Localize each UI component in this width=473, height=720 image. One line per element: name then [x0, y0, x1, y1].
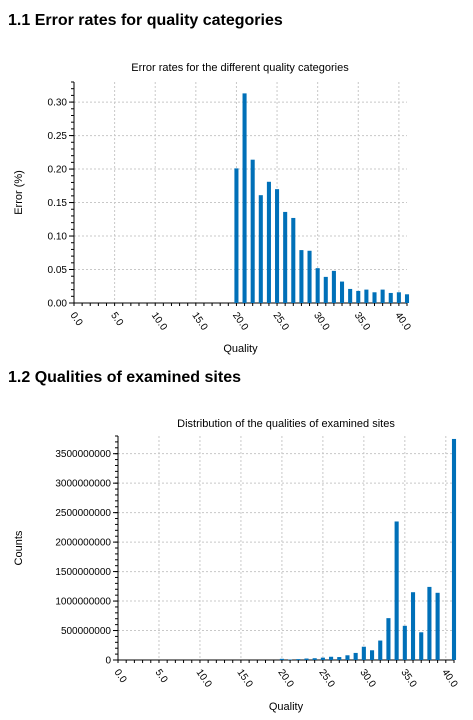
bar [345, 655, 350, 660]
x-tick-label: 20.0 [275, 667, 295, 690]
y-tick-label: 0.15 [48, 198, 68, 209]
bar [299, 250, 304, 303]
y-tick-label: 0.20 [48, 165, 68, 176]
bar [266, 181, 271, 303]
bar [402, 625, 407, 660]
x-tick-label: 40.0 [392, 310, 412, 333]
y-tick-label: 0.10 [48, 232, 68, 243]
y-axis-label: Error (%) [13, 170, 25, 215]
bar [410, 592, 416, 660]
bar [394, 521, 399, 660]
bar [451, 438, 457, 660]
y-tick-label: 0.30 [48, 98, 68, 109]
y-tick-label: 3000000000 [55, 479, 111, 490]
bar [320, 657, 325, 660]
bar [364, 289, 369, 303]
x-tick-label: 25.0 [316, 667, 336, 690]
section-heading-error-rates: 1.1 Error rates for quality categories [8, 12, 283, 29]
bar [291, 217, 296, 303]
x-tick-label: 20.0 [230, 310, 250, 333]
y-axis-label: Counts [13, 530, 25, 565]
bar [275, 189, 280, 303]
y-tick-label: 2000000000 [55, 538, 111, 549]
x-tick-label: 5.0 [108, 310, 125, 328]
y-tick-label: 0.05 [48, 265, 68, 276]
bar [296, 659, 301, 660]
bar [283, 211, 288, 303]
y-tick-label: 1000000000 [55, 597, 111, 608]
bar [361, 646, 366, 660]
x-tick-label: 40.0 [439, 667, 459, 690]
x-tick-label: 35.0 [398, 667, 418, 690]
bar [242, 93, 247, 303]
chart-title: Distribution of the qualities of examine… [177, 418, 395, 430]
bar [396, 292, 401, 303]
bar [427, 586, 432, 660]
y-tick-label: 2500000000 [55, 508, 111, 519]
x-axis-label: Quality [223, 343, 258, 355]
quality-distribution-chart: Distribution of the qualities of examine… [13, 418, 460, 713]
x-tick-label: 30.0 [357, 667, 377, 690]
y-tick-label: 0 [105, 656, 111, 667]
bar [323, 276, 328, 303]
bar [304, 658, 309, 660]
y-tick-label: 3500000000 [55, 449, 111, 460]
x-tick-label: 10.0 [149, 310, 169, 333]
bar [353, 652, 358, 660]
bar [419, 632, 424, 660]
bar [315, 268, 320, 303]
x-tick-label: 15.0 [189, 310, 209, 333]
bar [329, 656, 334, 660]
bar [388, 292, 393, 303]
bar [331, 270, 336, 303]
chart-title: Error rates for the different quality ca… [131, 62, 349, 74]
bar [372, 292, 377, 303]
bar [258, 195, 263, 303]
y-tick-label: 1500000000 [55, 567, 111, 578]
bar [356, 290, 361, 303]
bar [378, 640, 383, 660]
bar [337, 657, 342, 660]
bar [250, 159, 255, 303]
error-rate-chart: Error rates for the different quality ca… [13, 62, 413, 355]
x-tick-label: 10.0 [193, 667, 213, 690]
bar [404, 294, 410, 303]
bar [279, 658, 284, 660]
y-tick-label: 500000000 [61, 626, 111, 637]
bar [380, 289, 385, 303]
bar [435, 592, 440, 660]
y-tick-label: 0.00 [48, 299, 68, 310]
bar [234, 168, 239, 303]
plot-area [74, 82, 407, 303]
x-tick-label: 25.0 [271, 310, 291, 333]
x-tick-label: 35.0 [352, 310, 372, 333]
bar [348, 288, 353, 303]
x-tick-label: 0.0 [112, 667, 129, 685]
x-axis-label: Quality [269, 701, 304, 713]
bar [312, 658, 317, 660]
bar [339, 281, 345, 303]
x-tick-label: 30.0 [311, 310, 331, 333]
x-tick-label: 0.0 [68, 310, 85, 328]
bar [386, 618, 391, 660]
section-heading-qualities: 1.2 Qualities of examined sites [8, 369, 241, 386]
bar [370, 650, 375, 660]
x-tick-label: 5.0 [153, 667, 170, 685]
y-tick-label: 0.25 [48, 131, 68, 142]
bar [307, 250, 312, 303]
x-tick-label: 15.0 [234, 667, 254, 690]
